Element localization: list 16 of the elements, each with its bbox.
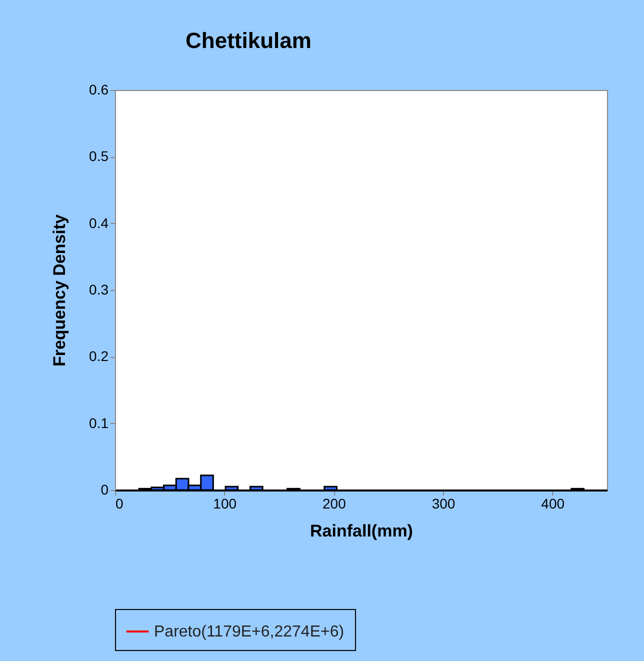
y-tick-label: 0.5 [89,148,109,164]
y-tick-label: 0.1 [89,414,109,431]
y-tick-label: 0.3 [89,282,109,298]
x-tick-label: 0 [116,496,124,512]
x-tick-label: 400 [541,496,565,512]
x-tick-label: 200 [322,496,346,512]
y-axis-title: Frequency Density [50,214,70,367]
y-tick-label: 0.4 [89,214,109,231]
y-tick-label: 0.2 [89,348,109,364]
y-tick-label: 0 [100,482,109,498]
y-tick-label: 0.6 [89,82,109,98]
x-tick-label: 100 [213,496,237,512]
chart-title: Chettikulam [186,28,312,53]
legend-label: Pareto(1179E+6,2274E+6) [154,624,344,640]
x-tick-label: 300 [432,496,456,512]
x-axis-title: Rainfall(mm) [310,522,413,540]
